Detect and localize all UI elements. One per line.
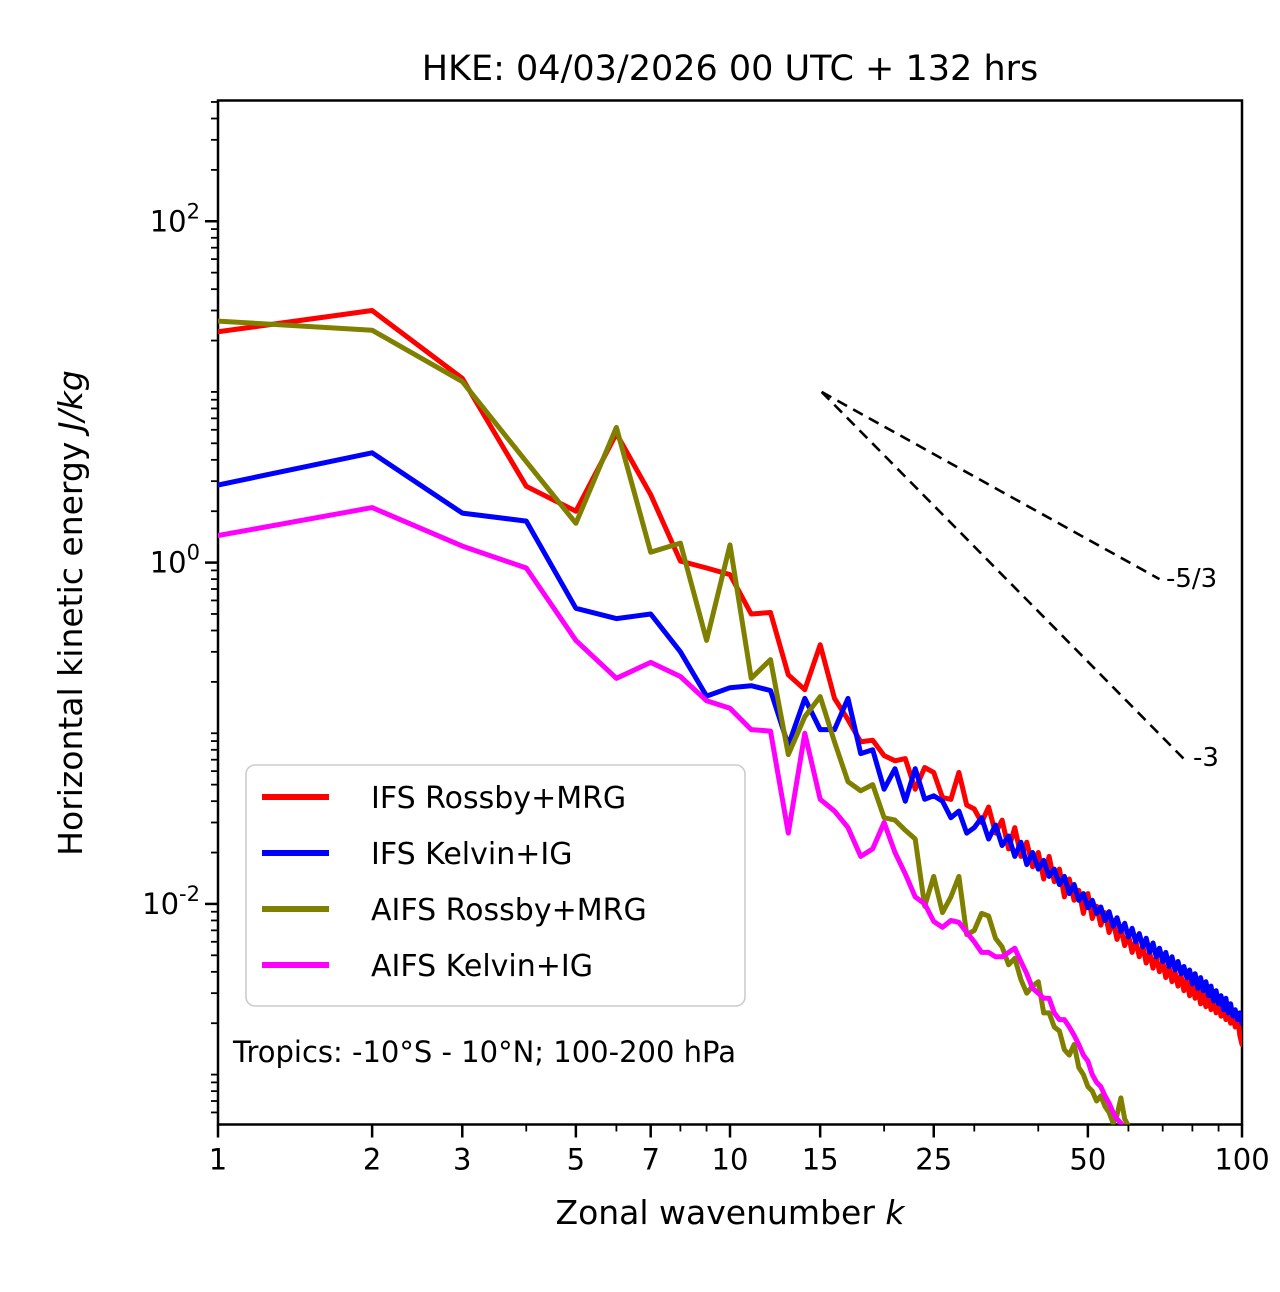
ref-label-minus-three: -3 (1193, 743, 1219, 773)
legend-label-aifs-rossby-mrg: AIFS Rossby+MRG (371, 893, 647, 928)
chart-title: HKE: 04/03/2026 00 UTC + 132 hrs (422, 49, 1039, 89)
reference-line--3 (820, 391, 1188, 763)
curve-aifs-kelvin-ig (218, 505, 1125, 1125)
x-axis-tick-labels: 1 2 3 5 7 10 15 25 50 100 (209, 1143, 1270, 1177)
x-tick-label: 25 (915, 1143, 952, 1177)
legend-label-ifs-kelvin-ig: IFS Kelvin+IG (371, 837, 572, 872)
reference-slope-lines (820, 390, 1188, 763)
y-tick-label: 102 (150, 199, 200, 238)
legend-item-ifs-kelvin-ig: IFS Kelvin+IG (262, 837, 572, 872)
y-axis-label: Horizontal kinetic energy J/kg (51, 370, 90, 856)
y-tick-label: 100 (150, 541, 200, 580)
region-annotation: Tropics: -10°S - 10°N; 100-200 hPa (232, 1035, 736, 1069)
x-tick-label: 15 (802, 1143, 839, 1177)
legend-box (245, 764, 746, 1007)
x-tick-label: 10 (712, 1143, 749, 1177)
legend-item-aifs-rossby-mrg: AIFS Rossby+MRG (262, 893, 647, 928)
x-tick-label: 3 (453, 1143, 471, 1177)
reference-line--5/3 (821, 390, 1161, 581)
y-axis-tick-labels: 102 100 10-2 (142, 199, 200, 921)
legend: IFS Rossby+MRG IFS Kelvin+IG AIFS Rossby… (245, 764, 746, 1007)
curve-ifs-kelvin-ig (218, 450, 1242, 1026)
x-axis-ticks (216, 1124, 1244, 1138)
x-tick-label: 7 (641, 1143, 659, 1177)
x-tick-label: 2 (363, 1143, 381, 1177)
ref-label-minus-five-thirds: -5/3 (1166, 564, 1217, 594)
x-tick-label: 50 (1069, 1143, 1106, 1177)
x-tick-label: 5 (567, 1143, 585, 1177)
curve-aifs-rossby-mrg (218, 318, 1131, 1125)
x-axis-label: Zonal wavenumber k (555, 1193, 906, 1232)
legend-label-ifs-rossby-mrg: IFS Rossby+MRG (371, 781, 626, 816)
x-tick-label: 1 (209, 1143, 227, 1177)
legend-item-ifs-rossby-mrg: IFS Rossby+MRG (262, 781, 626, 816)
spectrum-curves (218, 308, 1242, 1125)
legend-label-aifs-kelvin-ig: AIFS Kelvin+IG (371, 949, 593, 984)
y-axis-ticks (205, 101, 218, 1114)
legend-item-aifs-kelvin-ig: AIFS Kelvin+IG (262, 949, 593, 984)
x-tick-label: 100 (1214, 1143, 1269, 1177)
y-tick-label: 10-2 (142, 882, 200, 921)
